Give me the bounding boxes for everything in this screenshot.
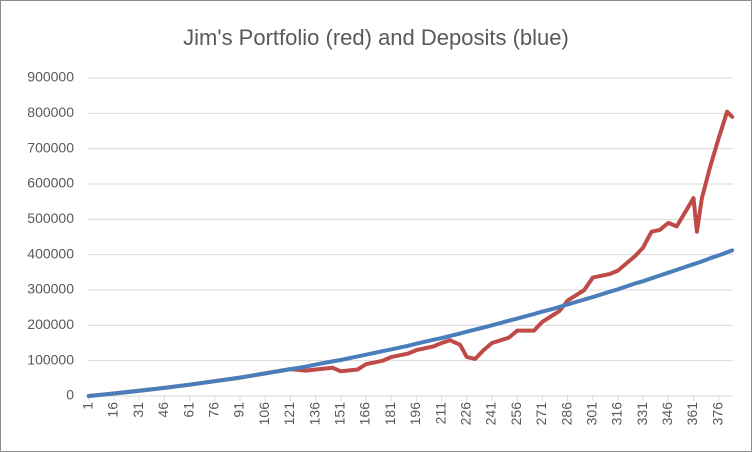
series-line (86, 109, 735, 398)
y-tick-label: 900000 (27, 69, 74, 85)
x-tick-label: 316 (609, 402, 625, 426)
y-tick-label: 0 (66, 387, 74, 403)
x-tick-label: 226 (457, 402, 473, 426)
y-tick-label: 600000 (27, 175, 74, 191)
x-tick-label: 376 (709, 402, 725, 426)
x-tick-label: 16 (105, 402, 121, 418)
x-tick-label: 346 (659, 402, 675, 426)
x-tick-label: 151 (331, 402, 347, 426)
x-tick-label: 46 (155, 402, 171, 418)
x-tick-label: 331 (634, 402, 650, 426)
y-tick-label: 100000 (27, 351, 74, 367)
x-tick-label: 1 (80, 402, 96, 410)
x-tick-label: 271 (533, 402, 549, 426)
y-tick-label: 700000 (27, 139, 74, 155)
x-tick-label: 211 (432, 402, 448, 425)
x-tick-label: 136 (306, 402, 322, 426)
x-tick-label: 196 (407, 402, 423, 426)
x-tick-label: 361 (684, 402, 700, 426)
x-tick-label: 256 (508, 402, 524, 426)
y-tick-label: 300000 (27, 281, 74, 297)
x-tick-label: 301 (583, 402, 599, 426)
y-tick-label: 400000 (27, 245, 74, 261)
y-tick-label: 800000 (27, 104, 74, 120)
x-tick-label: 76 (206, 402, 222, 418)
x-tick-label: 166 (357, 402, 373, 426)
x-tick-label: 31 (130, 402, 146, 418)
x-tick-label: 61 (180, 402, 196, 418)
y-tick-label: 200000 (27, 316, 74, 332)
series-line (86, 248, 735, 398)
chart-title: Jim's Portfolio (red) and Deposits (blue… (183, 25, 569, 50)
x-tick-label: 121 (281, 402, 297, 426)
x-tick-label: 106 (256, 402, 272, 426)
x-tick-label: 241 (483, 402, 499, 426)
x-tick-label: 181 (382, 402, 398, 426)
y-tick-label: 500000 (27, 210, 74, 226)
x-tick-label: 286 (558, 402, 574, 426)
x-tick-label: 91 (231, 402, 247, 418)
